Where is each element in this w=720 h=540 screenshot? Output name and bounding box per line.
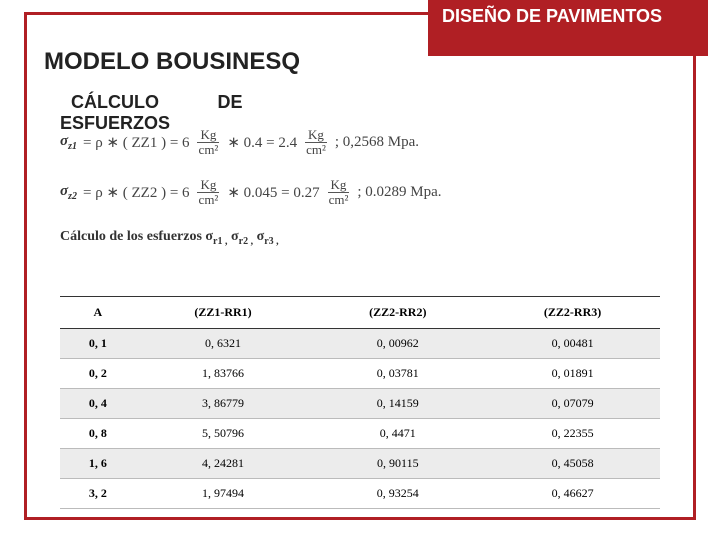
header-text: DISEÑO DE PAVIMENTOS <box>442 6 662 26</box>
frac-kgcm2-b: Kg cm² <box>303 128 329 156</box>
col-zz2rr3: (ZZ2-RR3) <box>485 297 660 329</box>
frac-kgcm2: Kg cm² <box>196 128 222 156</box>
subtitle-b: DE <box>175 92 285 113</box>
cell: 1, 83766 <box>136 359 311 389</box>
calc-label-text: Cálculo de los esfuerzos σ <box>60 229 213 244</box>
sigma-z1: σz1 <box>60 133 77 152</box>
sigma-z2: σz2 <box>60 183 77 202</box>
subtitle-a: CÁLCULO <box>60 92 170 113</box>
table-header-row: A (ZZ1-RR1) (ZZ2-RR2) (ZZ2-RR3) <box>60 297 660 329</box>
cell: 0, 8 <box>60 419 136 449</box>
eq-mult: ∗ 0.4 = 2.4 <box>227 133 297 152</box>
cell: 0, 1 <box>60 329 136 359</box>
slide: DISEÑO DE PAVIMENTOS MODELO BOUSINESQ CÁ… <box>0 0 720 540</box>
cell: 4, 24281 <box>136 449 311 479</box>
frac-num: Kg <box>305 128 327 143</box>
frac-num: Kg <box>328 178 350 193</box>
cell: 0, 4 <box>60 389 136 419</box>
col-a: A <box>60 297 136 329</box>
table-row: 0, 1 0, 6321 0, 00962 0, 00481 <box>60 329 660 359</box>
formulas-block: σz1 = ρ ∗ ( ZZ1 ) = 6 Kg cm² ∗ 0.4 = 2.4… <box>60 128 660 246</box>
eq-tail: ; 0,2568 Mpa. <box>335 134 419 151</box>
cell: 0, 03781 <box>310 359 485 389</box>
cell: 0, 90115 <box>310 449 485 479</box>
cell: 0, 4471 <box>310 419 485 449</box>
frac-den: cm² <box>196 193 222 207</box>
cell: 0, 6321 <box>136 329 311 359</box>
frac-kgcm2: Kg cm² <box>196 178 222 206</box>
table-row: 1, 6 4, 24281 0, 90115 0, 45058 <box>60 449 660 479</box>
frac-num: Kg <box>197 178 219 193</box>
col-zz1rr1: (ZZ1-RR1) <box>136 297 311 329</box>
cell: 3, 2 <box>60 479 136 509</box>
formula-row-2: σz2 = ρ ∗ ( ZZ2 ) = 6 Kg cm² ∗ 0.045 = 0… <box>60 178 660 206</box>
table-body: 0, 1 0, 6321 0, 00962 0, 00481 0, 2 1, 8… <box>60 329 660 509</box>
data-table-wrap: A (ZZ1-RR1) (ZZ2-RR2) (ZZ2-RR3) 0, 1 0, … <box>60 296 660 509</box>
formula-row-1: σz1 = ρ ∗ ( ZZ1 ) = 6 Kg cm² ∗ 0.4 = 2.4… <box>60 128 660 156</box>
table-row: 0, 8 5, 50796 0, 4471 0, 22355 <box>60 419 660 449</box>
cell: 0, 00962 <box>310 329 485 359</box>
eq-mult: ∗ 0.045 = 0.27 <box>227 183 319 202</box>
cell: 0, 93254 <box>310 479 485 509</box>
sigma-sub: z1 <box>68 141 77 152</box>
eq-part: = ρ ∗ ( ZZ1 ) = 6 <box>83 133 190 152</box>
page-title: MODELO BOUSINESQ <box>44 48 300 76</box>
cell: 1, 97494 <box>136 479 311 509</box>
cell: 0, 07079 <box>485 389 660 419</box>
eq-part: = ρ ∗ ( ZZ2 ) = 6 <box>83 183 190 202</box>
cell: 3, 86779 <box>136 389 311 419</box>
frac-den: cm² <box>196 143 222 157</box>
cell: 1, 6 <box>60 449 136 479</box>
table-row: 3, 2 1, 97494 0, 93254 0, 46627 <box>60 479 660 509</box>
eq-tail: ; 0.0289 Mpa. <box>357 184 441 201</box>
cell: 0, 46627 <box>485 479 660 509</box>
frac-kgcm2-b: Kg cm² <box>326 178 352 206</box>
sigma-sub: z2 <box>68 191 77 202</box>
sigma-sym: σ <box>60 183 68 199</box>
cell: 5, 50796 <box>136 419 311 449</box>
cell: 0, 45058 <box>485 449 660 479</box>
calc-label: Cálculo de los esfuerzos σr1 , σr2 , σr3… <box>60 229 660 247</box>
esfuerzos-table: A (ZZ1-RR1) (ZZ2-RR2) (ZZ2-RR3) 0, 1 0, … <box>60 296 660 509</box>
sigma-r2: σ <box>231 229 239 244</box>
sigma-sym: σ <box>60 133 68 149</box>
col-zz2rr2: (ZZ2-RR2) <box>310 297 485 329</box>
table-row: 0, 4 3, 86779 0, 14159 0, 07079 <box>60 389 660 419</box>
sub-r1: r1 , <box>213 235 227 246</box>
sub-r3: r3 , <box>264 235 278 246</box>
cell: 0, 22355 <box>485 419 660 449</box>
header-box: DISEÑO DE PAVIMENTOS <box>428 0 708 56</box>
cell: 0, 2 <box>60 359 136 389</box>
frac-den: cm² <box>303 143 329 157</box>
cell: 0, 14159 <box>310 389 485 419</box>
sub-r2: r2 , <box>239 235 253 246</box>
cell: 0, 00481 <box>485 329 660 359</box>
frac-den: cm² <box>326 193 352 207</box>
frac-num: Kg <box>197 128 219 143</box>
table-row: 0, 2 1, 83766 0, 03781 0, 01891 <box>60 359 660 389</box>
cell: 0, 01891 <box>485 359 660 389</box>
